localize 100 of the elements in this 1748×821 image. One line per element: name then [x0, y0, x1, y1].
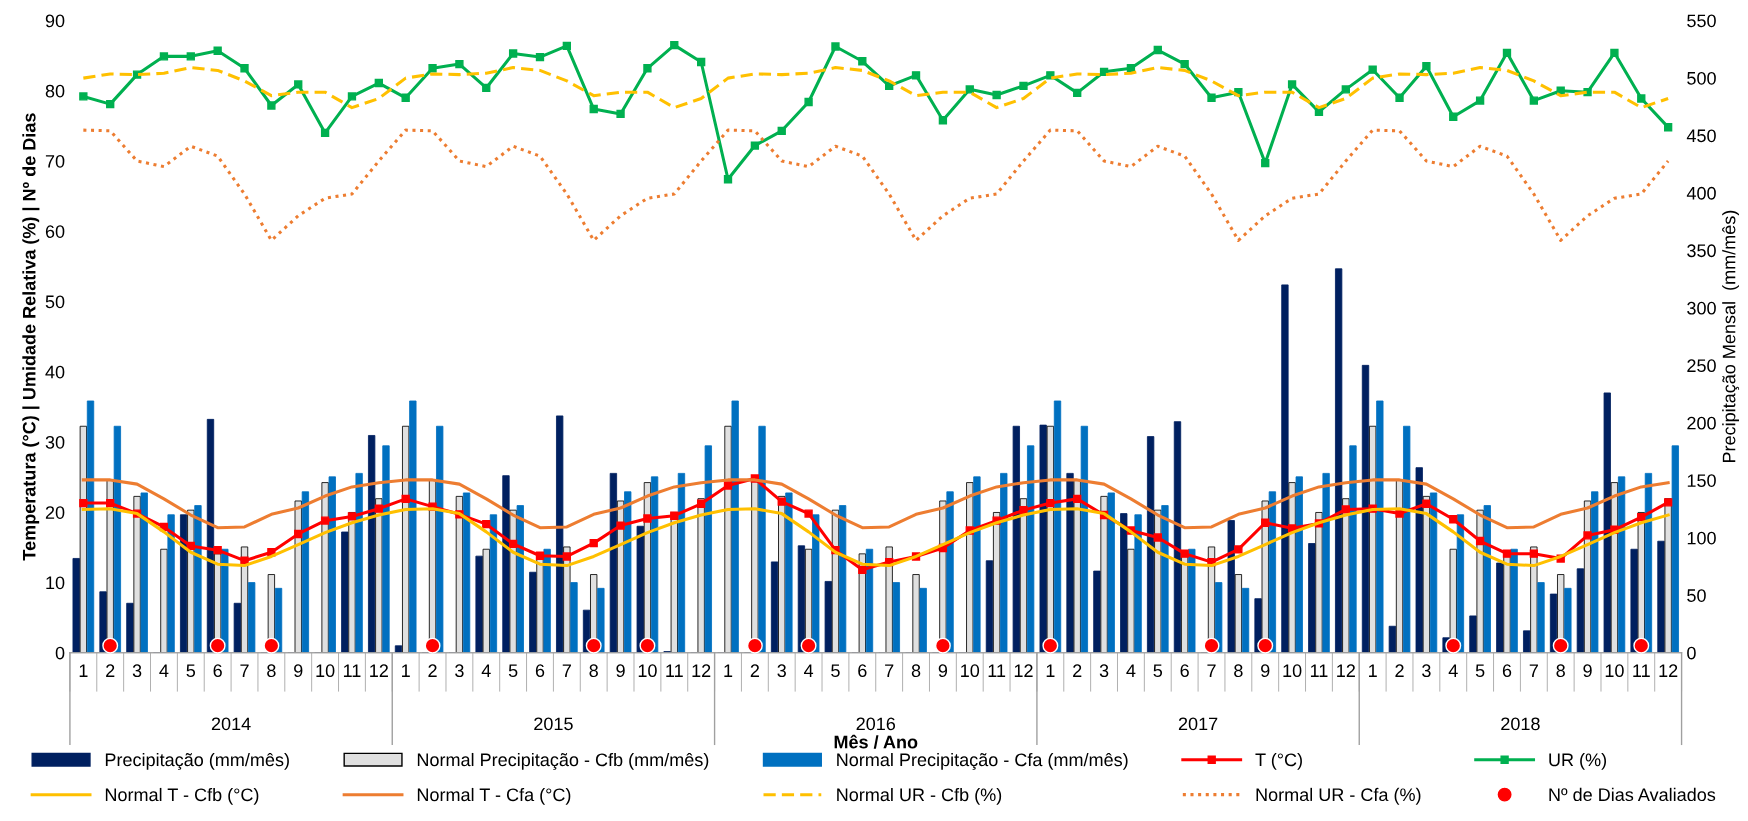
- y2-tick-label: 100: [1687, 531, 1716, 545]
- x-tick-label: 4: [803, 664, 814, 677]
- x-tick-label: 7: [240, 664, 249, 677]
- x-tick-label: 11: [1310, 664, 1328, 677]
- x-tick-label: 9: [616, 664, 625, 678]
- x-tick-label: 4: [1448, 664, 1458, 677]
- y2-axis-title: Precipitação Mensal (mm/mês): [1722, 210, 1740, 463]
- x-tick-label: 10: [638, 664, 657, 678]
- x-tick-label: 12: [1659, 664, 1678, 677]
- y2-tick-label: 500: [1687, 71, 1716, 85]
- legend-label: Normal Precipitação - Cfb (mm/mês): [417, 752, 709, 770]
- x-tick-label: 7: [885, 664, 894, 677]
- x-tick-label: 9: [1261, 664, 1270, 678]
- x-tick-label: 3: [132, 664, 142, 678]
- x-tick-label: 2: [106, 664, 115, 677]
- x-tick-label: 11: [343, 664, 361, 677]
- legend-label: Nº de Dias Avaliados: [1549, 787, 1716, 802]
- x-tick-label: 9: [294, 664, 303, 678]
- x-tick-label: 6: [535, 664, 545, 678]
- y-tick-label: 80: [45, 84, 65, 98]
- legend-label: Normal UR - Cfa (%): [1256, 787, 1421, 805]
- x-tick-label: 11: [988, 664, 1006, 677]
- x-tick-label: 6: [858, 664, 867, 678]
- y2-tick-label: 550: [1687, 14, 1716, 28]
- x-tick-label: 8: [267, 664, 276, 678]
- text: 2014: [211, 717, 251, 731]
- x-tick-label: 12: [1337, 664, 1355, 677]
- x-tick-label: 3: [1422, 664, 1431, 678]
- y2-tick-label: 150: [1687, 474, 1716, 488]
- y2-tick-label: 0: [1687, 646, 1696, 660]
- x-tick-label: 9: [938, 664, 948, 678]
- y-tick-label: 10: [46, 576, 65, 590]
- y-tick-label: 0: [55, 646, 65, 660]
- y-tick-label: 70: [45, 154, 65, 168]
- y2-tick-label: 350: [1687, 244, 1716, 258]
- legend-label: Normal Precipitação - Cfa (mm/mês): [837, 752, 1128, 770]
- text: 2017: [1178, 717, 1218, 731]
- legend-label: Precipitação (mm/mês): [105, 752, 289, 770]
- x-tick-label: 8: [589, 664, 598, 678]
- y-tick-label: 30: [45, 435, 65, 449]
- x-tick-label: 5: [1475, 664, 1485, 678]
- x-tick-label: 10: [961, 664, 980, 678]
- x-tick-label: 2: [428, 664, 437, 677]
- x-tick-label: 9: [1583, 664, 1592, 678]
- x-tick-label: 5: [186, 664, 196, 678]
- y2-tick-label: 250: [1687, 359, 1716, 373]
- y2-tick-label: 50: [1687, 589, 1706, 602]
- y2-tick-label: 200: [1687, 416, 1716, 430]
- x-tick-label: 4: [481, 664, 491, 677]
- y-tick-label: 20: [45, 506, 65, 519]
- x-tick-label: 11: [666, 664, 683, 677]
- y2-tick-label: 450: [1686, 129, 1716, 143]
- y-tick-label: 90: [45, 14, 65, 28]
- x-tick-label: 11: [1633, 664, 1650, 677]
- x-tick-label: 3: [777, 664, 786, 678]
- y-tick-label: 40: [45, 365, 65, 379]
- x-tick-label: 10: [1605, 664, 1624, 678]
- x-tick-label: 7: [1529, 664, 1538, 677]
- y2-tick-label: 300: [1687, 301, 1716, 315]
- x-tick-label: 12: [1014, 664, 1033, 677]
- y2-tick-label: 400: [1686, 186, 1716, 200]
- x-tick-label: 4: [1126, 664, 1136, 677]
- text: 2016: [856, 717, 896, 731]
- legend-label: T (°C): [1255, 752, 1302, 770]
- x-tick-label: 2: [1073, 664, 1082, 677]
- x-tick-label: 3: [455, 664, 464, 678]
- x-tick-label: 1: [724, 664, 733, 677]
- x-tick-label: 1: [1046, 664, 1055, 677]
- x-tick-label: 2: [750, 664, 759, 677]
- x-tick-label: 8: [1556, 664, 1565, 678]
- x-tick-label: 6: [1502, 664, 1512, 678]
- x-tick-label: 1: [1369, 664, 1377, 677]
- x-tick-label: 2: [1395, 664, 1404, 677]
- x-tick-label: 7: [562, 664, 571, 677]
- y-tick-label: 50: [45, 295, 65, 309]
- y-tick-label: 60: [45, 225, 65, 238]
- text: 2018: [1501, 717, 1540, 731]
- x-tick-label: 12: [370, 664, 388, 677]
- legend-label: Normal T - Cfa (°C): [417, 787, 571, 805]
- legend-label: Normal UR - Cfb (%): [837, 787, 1002, 805]
- x-tick-label: 10: [316, 664, 335, 678]
- x-tick-label: 7: [1207, 664, 1216, 677]
- x-tick-label: 1: [79, 664, 88, 677]
- x-tick-label: 8: [1234, 664, 1243, 678]
- text: 2015: [534, 717, 573, 731]
- x-tick-label: 1: [402, 664, 410, 677]
- x-tick-label: 8: [911, 664, 921, 678]
- x-axis-title: Mês / Ano: [834, 734, 918, 749]
- x-tick-label: 6: [213, 664, 222, 678]
- x-tick-label: 5: [1153, 664, 1163, 678]
- x-tick-label: 4: [159, 664, 169, 677]
- x-tick-label: 3: [1099, 664, 1109, 678]
- x-tick-label: 5: [508, 664, 518, 678]
- x-tick-label: 5: [831, 664, 840, 678]
- x-tick-label: 10: [1283, 664, 1302, 678]
- x-tick-label: 12: [692, 664, 711, 677]
- legend-label: Normal T - Cfb (°C): [105, 787, 259, 805]
- y-axis-title: Temperatura (°C) | Umidade Relativa (%) | Nº de Dias: [22, 113, 40, 561]
- x-tick-label: 6: [1180, 664, 1189, 678]
- legend-label: UR (%): [1549, 752, 1607, 770]
